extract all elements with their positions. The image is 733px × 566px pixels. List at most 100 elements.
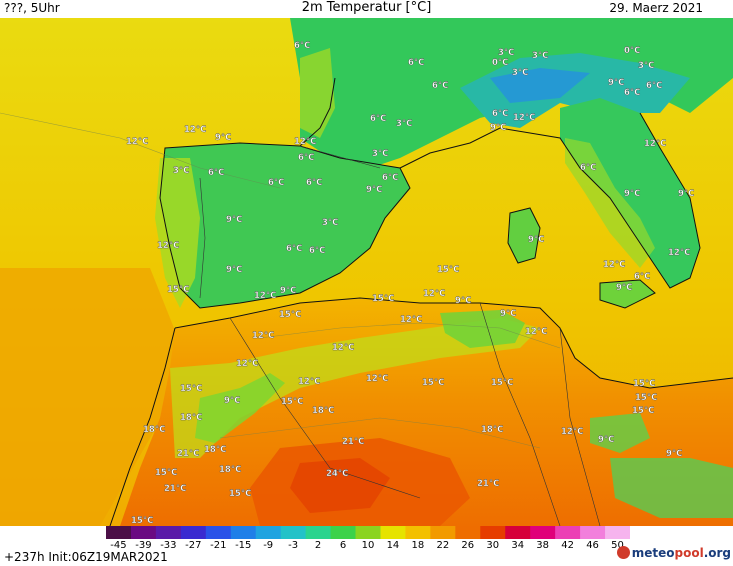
colorbar-tick-label: 2 [314,540,322,551]
colorbar-tick-label: 50 [611,540,624,551]
colorbar-tick-label: -3 [288,540,299,551]
borders [199,145,601,526]
label-36: 12°C [157,241,179,251]
colorbar-tick-label: 6 [339,540,347,551]
colorbar-swatch [605,526,630,539]
colorbar-swatch [480,526,506,539]
colorbar-tick-label: 30 [486,540,500,551]
colorbar-tick-label: 22 [436,540,450,551]
label-5: 0°C [624,46,640,56]
valid-date: 29. Maerz 2021 [609,1,703,15]
label-59: 15°C [180,384,202,394]
label-8: 3°C [638,61,654,71]
colorbar-swatch [555,526,581,539]
label-57: 12°C [236,359,258,369]
label-61: 15°C [422,378,444,388]
label-18: 12°C [294,137,316,147]
temperature-labels: 6°C 6°C 3°C 0°C 3°C 0°C 3°C 6°C 3°C 9°C … [126,41,695,526]
label-47: 9°C [280,286,296,296]
colorbar-swatch [106,526,132,539]
colorbar-ticks: -45 -39 -33 -27 -21 -15 -9 -3 2 6 10 14 18 22 26 30 34 38… [0,540,733,552]
colorbar-tick-label: 42 [561,540,574,551]
label-1: 6°C [408,58,424,68]
colorbar-tick-label: -15 [235,540,252,551]
libya-cool-area [590,413,650,453]
label-13: 12°C [513,113,535,123]
label-44: 15°C [437,265,459,275]
label-66: 18°C [312,406,334,416]
label-54: 9°C [500,309,516,319]
label-46: 12°C [254,291,276,301]
label-19: 6°C [492,109,508,119]
label-29: 12°C [644,139,666,149]
colorbar-swatch [530,526,556,539]
label-38: 6°C [309,246,325,256]
label-4: 3°C [532,51,548,61]
coastlines [109,77,733,526]
colorbar-swatch [580,526,606,539]
label-17: 9°C [215,133,231,143]
label-10: 6°C [646,81,662,91]
label-83: 15°C [155,468,177,478]
label-33: 9°C [624,189,640,199]
logo-text-tail: .org [703,546,731,560]
label-74: 9°C [598,435,614,445]
temperature-colorbar [106,526,630,539]
label-15: 12°C [184,125,206,135]
italy-coastal-band [565,138,655,268]
label-11: 6°C [624,88,640,98]
label-24: 6°C [268,178,284,188]
label-50: 12°C [423,289,445,299]
logo-text-accent: pool [674,546,704,560]
label-20: 3°C [396,119,412,129]
label-43: 9°C [616,283,632,293]
label-9: 9°C [608,78,624,88]
colorbar-swatch [230,526,257,539]
colorbar-swatch [455,526,481,539]
label-79: 21°C [164,484,186,494]
run-info: +237h Init:06Z19MAR2021 [4,550,168,564]
label-12: 6°C [370,114,386,124]
label-37: 6°C [286,244,302,254]
label-39: 12°C [668,248,690,258]
label-62: 15°C [491,378,513,388]
colorbar-swatch [280,526,307,539]
colorbar-swatch [505,526,531,539]
colorbar-tick-label: -21 [210,540,227,551]
label-40: 9°C [226,265,242,275]
colorbar-swatch [430,526,456,539]
region-label: ???, 5Uhr [4,1,60,15]
colorbar-tick-label: 38 [536,540,550,551]
label-51: 9°C [455,296,471,306]
label-58: 12°C [298,377,320,387]
colorbar-swatch [130,526,157,539]
colorbar-swatch [155,526,182,539]
label-45: 15°C [167,285,189,295]
label-26: 9°C [366,185,382,195]
label-0: 6°C [294,41,310,51]
colorbar-tick-label: -27 [185,540,202,551]
label-14: 9°C [490,123,506,133]
label-21: 3°C [372,149,388,159]
sardinia-island [508,208,540,263]
colorbar-swatch [305,526,332,539]
label-52: 12°C [400,315,422,325]
label-23: 6°C [208,168,224,178]
label-64: 9°C [224,396,240,406]
tunisia-cool-area [440,310,525,348]
label-78: 24°C [326,469,348,479]
label-41: 6°C [634,272,650,282]
colorbar-swatch [405,526,431,539]
map-title: 2m Temperatur [°C] [301,0,432,15]
label-73: 12°C [561,427,583,437]
label-82: 15°C [131,516,153,526]
label-65: 15°C [281,397,303,407]
label-81: 21°C [477,479,499,489]
label-27: 6°C [382,173,398,183]
meteopool-logo[interactable]: meteopool.org [616,546,731,560]
colorbar-swatch [205,526,232,539]
egypt-cool-area [610,458,733,518]
label-55: 12°C [525,327,547,337]
label-63: 15°C [633,379,655,389]
colorbar-tick-label: 14 [386,540,400,551]
